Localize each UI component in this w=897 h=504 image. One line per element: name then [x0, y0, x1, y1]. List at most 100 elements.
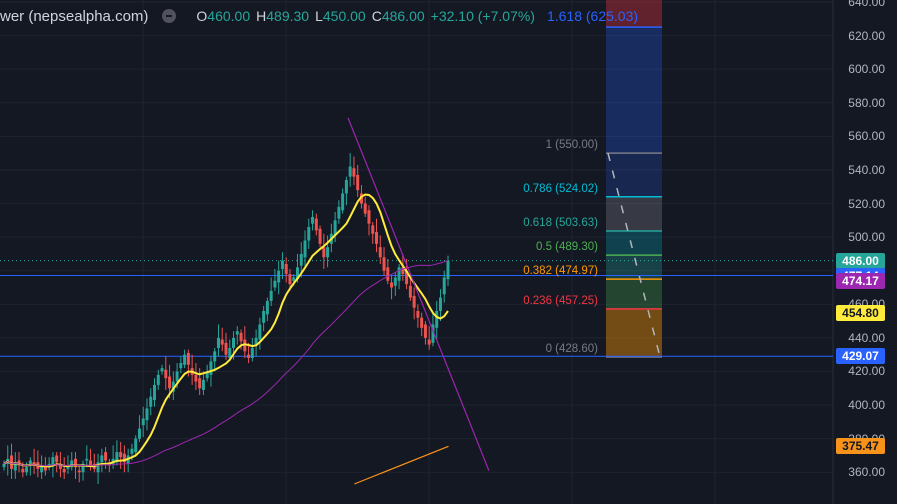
symbol-title[interactable]: wer (nepsealpha.com)	[0, 7, 149, 25]
candle-body	[401, 267, 405, 275]
eye-icon[interactable]	[162, 9, 177, 23]
candle-body	[194, 374, 198, 382]
price-tag: 486.00	[836, 252, 885, 269]
candle-body	[284, 263, 288, 275]
candle-body	[115, 452, 119, 463]
candle-body	[183, 354, 187, 365]
axis-tick-label: 420.00	[848, 364, 885, 379]
low-key: L	[315, 8, 323, 24]
fib-header-label: 1.618 (625.03)	[546, 8, 639, 24]
candle-body	[292, 277, 296, 281]
candle-body	[81, 463, 85, 473]
fib-level-label: 0.786 (524.02)	[523, 182, 598, 195]
candle-body	[247, 354, 251, 359]
candle-body	[303, 240, 307, 258]
candle-body	[243, 339, 247, 352]
candle-body	[10, 455, 14, 469]
fib-zone	[606, 308, 662, 358]
candle-body	[341, 193, 345, 211]
fib-level-label: 0.236 (457.25)	[523, 294, 598, 307]
candle-body	[28, 460, 32, 464]
candle-body	[77, 470, 81, 473]
candle-body	[43, 465, 47, 471]
candle-body	[153, 384, 157, 401]
candle-body	[232, 337, 236, 348]
candle-body	[32, 462, 36, 464]
axis-tick-label: 540.00	[848, 162, 885, 177]
axis-tick-label: 640.00	[848, 0, 885, 9]
candle-body	[104, 452, 108, 461]
candle-body	[149, 396, 153, 407]
price-tag: 474.17	[836, 272, 885, 289]
candle-body	[21, 468, 25, 473]
candle-body	[390, 282, 394, 288]
candle-body	[164, 369, 168, 379]
fib-zone	[606, 196, 662, 232]
candle-body	[137, 428, 141, 439]
candle-body	[130, 448, 134, 454]
candle-body	[412, 295, 416, 308]
axis-tick-label: 360.00	[848, 465, 885, 480]
candle-body	[269, 290, 273, 301]
candle-body	[386, 267, 390, 281]
candle-body	[318, 228, 322, 244]
candle-body	[58, 465, 62, 469]
candle-body	[216, 337, 220, 348]
candle-body	[224, 342, 228, 355]
candle-body	[156, 374, 160, 385]
candle-body	[168, 376, 172, 389]
candle-body	[262, 311, 266, 323]
candle-body	[141, 418, 145, 426]
fib-zone	[606, 0, 662, 28]
candle-body	[363, 203, 367, 214]
close-key: C	[371, 8, 382, 24]
candle-body	[359, 193, 363, 204]
candle-body	[416, 311, 420, 318]
open-key: O	[196, 8, 208, 24]
candle-body	[198, 378, 202, 389]
candle-body	[273, 280, 277, 288]
candle-body	[337, 206, 341, 219]
low-value: 450.00	[322, 8, 366, 24]
candle-body	[70, 460, 74, 468]
candle-body	[85, 458, 89, 461]
candle-body	[405, 270, 409, 285]
candle-body	[258, 324, 262, 340]
candle-body	[393, 277, 397, 286]
candle-body	[356, 174, 360, 191]
open-value: 460.00	[207, 8, 251, 24]
price-tag: 429.07	[836, 348, 885, 365]
fib-level-label: 0.382 (474.97)	[523, 265, 598, 278]
candle-body	[209, 361, 213, 375]
candle-body	[420, 317, 424, 328]
candle-body	[25, 467, 29, 473]
candle-body	[348, 166, 352, 177]
candle-body	[265, 300, 269, 315]
candle-body	[119, 452, 123, 458]
fib-zone	[606, 153, 662, 197]
candle-body	[55, 455, 59, 463]
ma-slow-line	[3, 260, 449, 467]
candle-body	[100, 455, 104, 463]
fib-level-label: 0.5 (489.30)	[535, 241, 598, 254]
candle-body	[344, 180, 348, 194]
fib-level-label: 0 (428.60)	[545, 343, 598, 356]
candle-body	[280, 260, 284, 270]
candle-body	[446, 260, 450, 280]
candle-body	[295, 267, 299, 280]
candle-body	[201, 379, 205, 390]
candle-body	[371, 225, 375, 234]
candle-body	[134, 438, 138, 453]
candle-body	[435, 311, 439, 328]
candle-body	[382, 257, 386, 271]
candle-body	[89, 460, 93, 466]
close-value: 486.00	[381, 8, 425, 24]
candle-body	[314, 218, 318, 231]
candle-body	[175, 371, 179, 382]
candle-body	[423, 324, 427, 338]
orange-line	[354, 445, 449, 485]
high-value: 489.30	[266, 8, 310, 24]
change-value: +32.10 (+7.07%)	[430, 8, 535, 24]
